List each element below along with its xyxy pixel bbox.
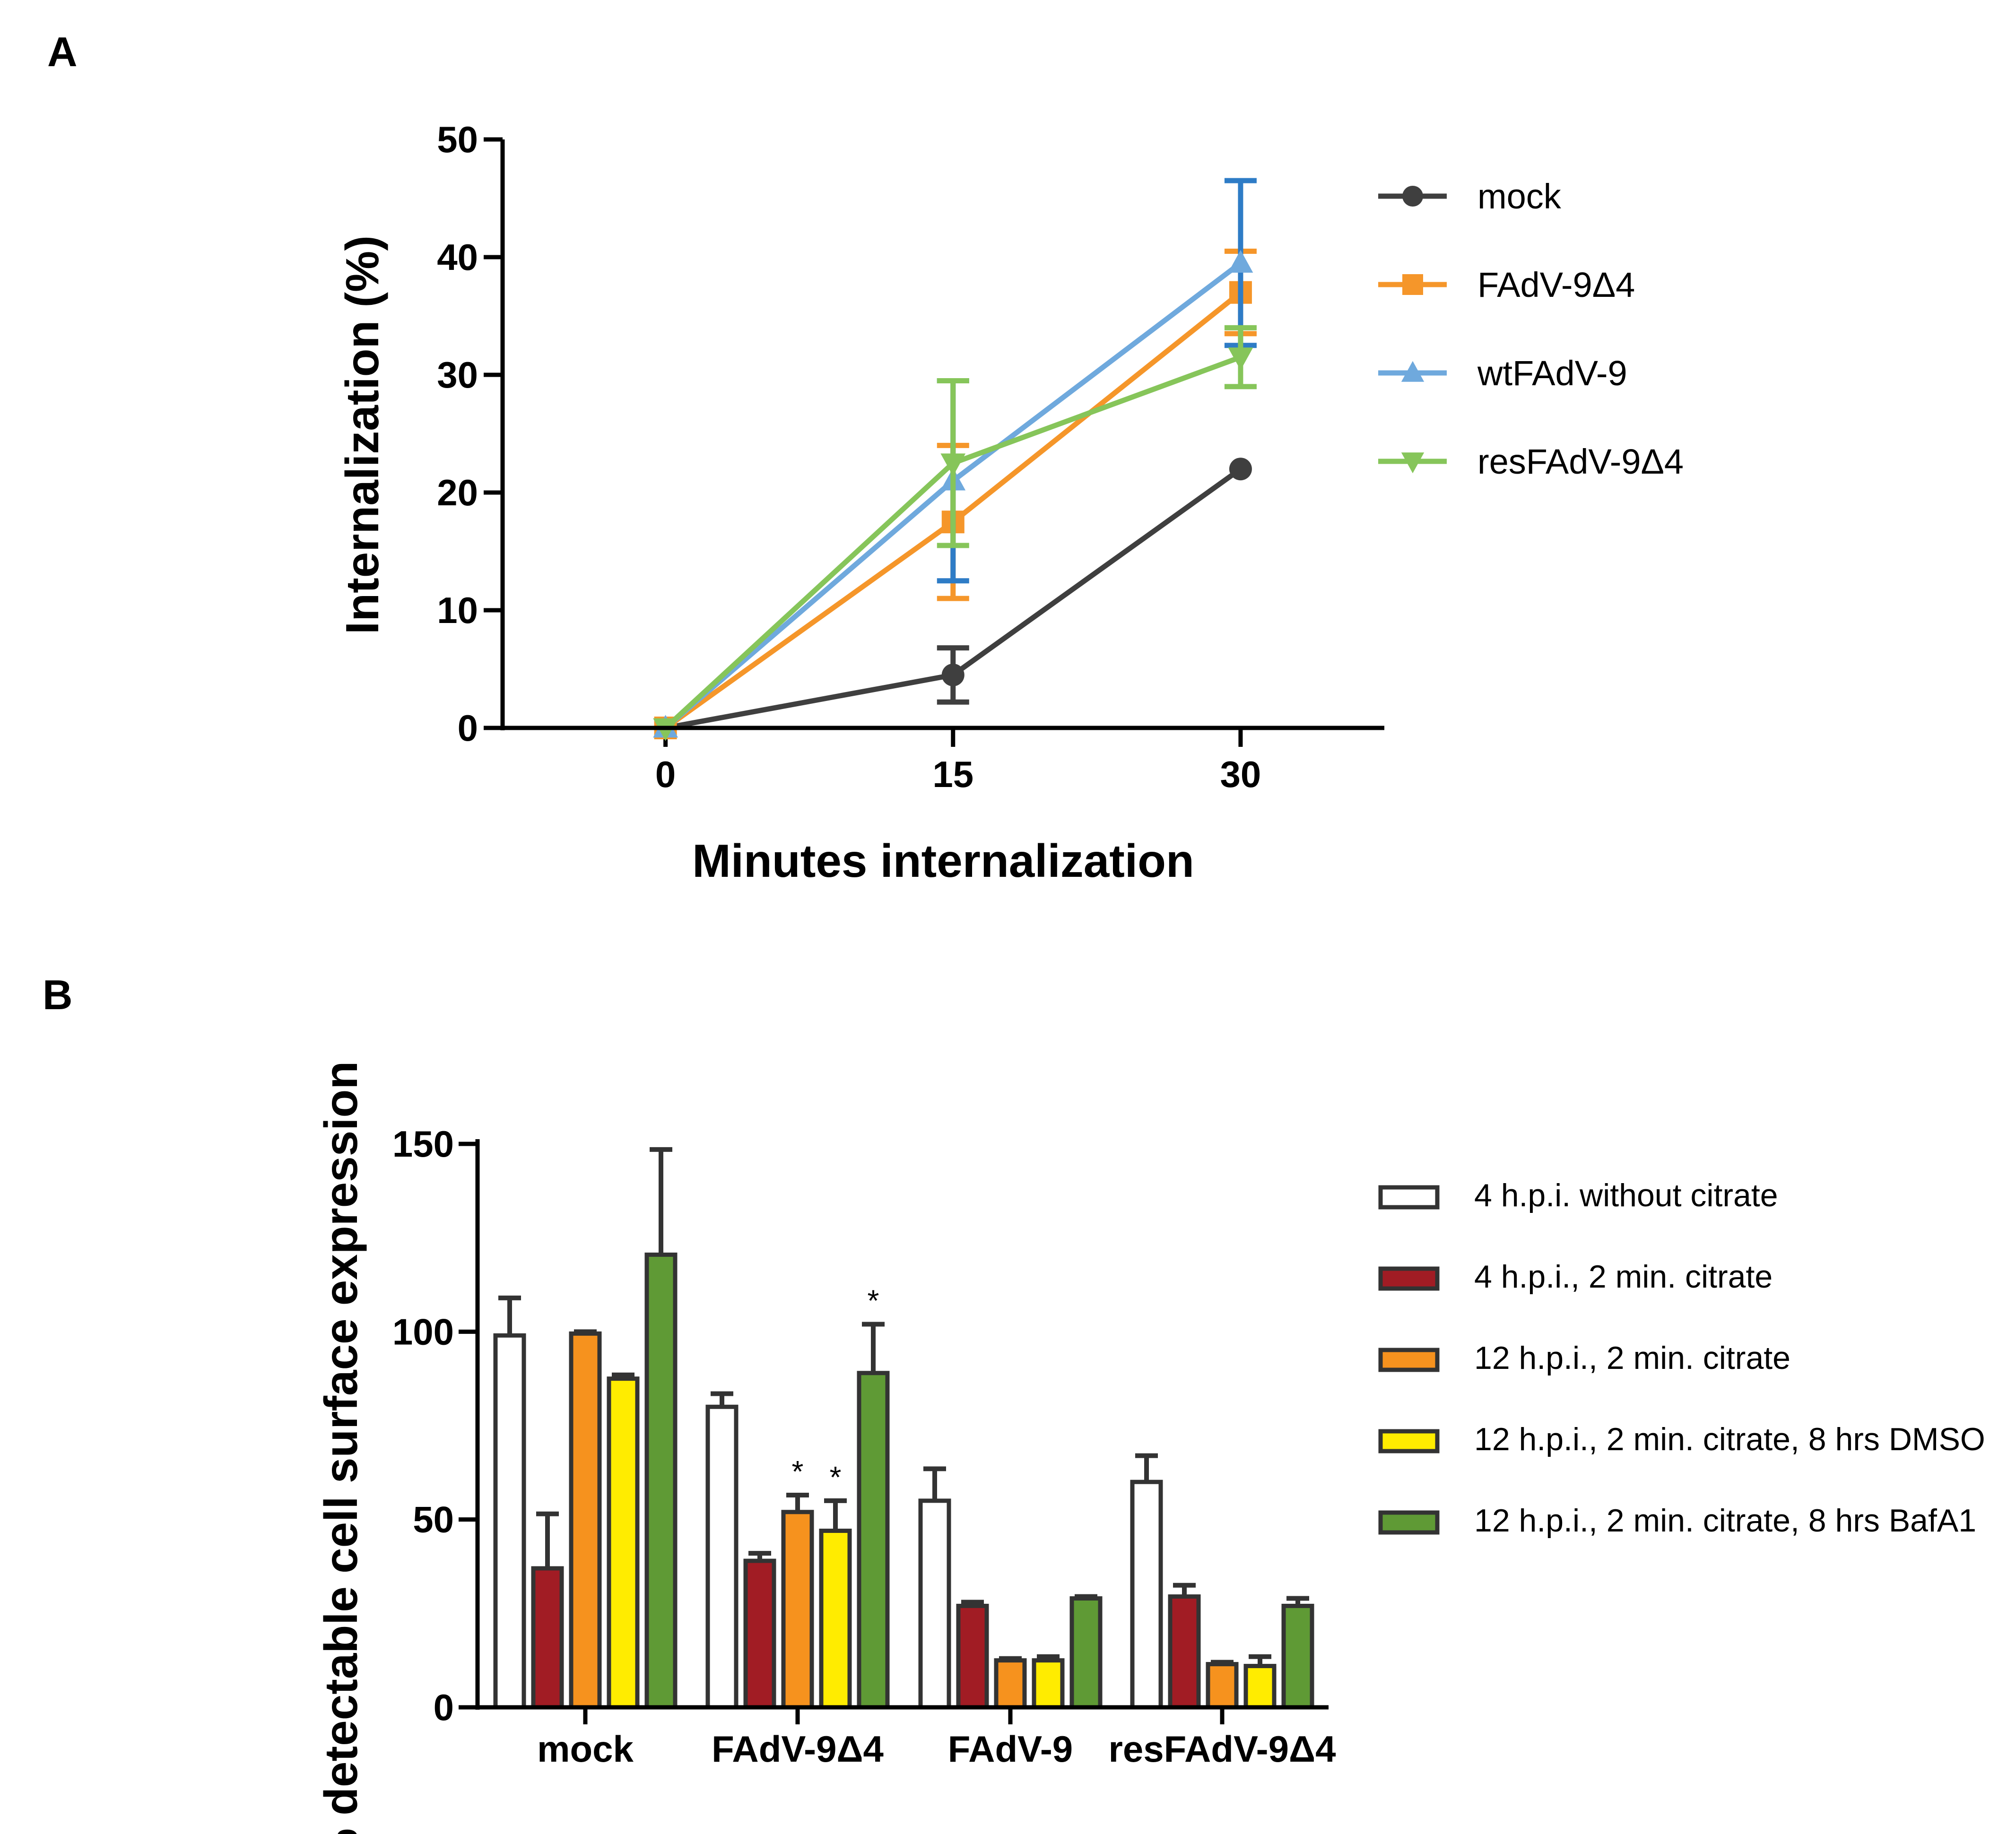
- chart-b-bar-12-h-p-i-2-min-citrate: [994, 1658, 1027, 1710]
- chart-b-significance-marker: *: [830, 1460, 842, 1494]
- chart-b-significance-marker: *: [868, 1283, 879, 1317]
- chart-a-y-tick-label: 20: [437, 472, 478, 513]
- chart-b-y-tick-label: 100: [392, 1311, 454, 1352]
- chart-a-legend: mock FAdV-9Δ4 wtFAdV-9 resFAdV-9Δ4: [1378, 177, 1684, 481]
- chart-a-x-tick-label: 0: [655, 753, 676, 795]
- chart-b-bar-12-h-p-i-2-min-citrate-8-hrs-dmso: [819, 1529, 852, 1710]
- chart-b-group-mock: [493, 1147, 678, 1710]
- chart-b-legend-item: 12 h.p.i., 2 min. citrate, 8 hrs BafA1: [1378, 1503, 1976, 1539]
- chart-a-point: [941, 663, 965, 686]
- chart-b-x-tick-label: resFAdV-9Δ4: [1109, 1728, 1336, 1770]
- chart-b-y-tick-label: 0: [434, 1687, 454, 1728]
- chart-b-bar-12-h-p-i-2-min-citrate-8-hrs-bafa1: [857, 1371, 890, 1710]
- chart-a-legend-item: resFAdV-9Δ4: [1378, 442, 1684, 481]
- chart-a-x-ticks: 0 15 30: [655, 728, 1261, 795]
- chart-b-group-fadv-9: [918, 1466, 1103, 1710]
- chart-b-bar-4-h-p-i-2-min-citrate: [1168, 1594, 1201, 1710]
- chart-a-legend-marker: [1402, 274, 1423, 295]
- chart-b-bar-12-h-p-i-2-min-citrate: [781, 1510, 814, 1710]
- chart-a-y-ticks: 0 10 20 30 40 50: [437, 119, 503, 749]
- chart-b-bar-12-h-p-i-2-min-citrate-8-hrs-dmso: [607, 1376, 640, 1710]
- chart-b-legend-label: 12 h.p.i., 2 min. citrate, 8 hrs BafA1: [1474, 1503, 1976, 1539]
- chart-b-bar-12-h-p-i-2-min-citrate-8-hrs-bafa1: [644, 1252, 678, 1710]
- chart-a-legend-item: FAdV-9Δ4: [1378, 265, 1635, 304]
- chart-b-bar-4-h-p-i-without-citrate: [705, 1404, 739, 1710]
- chart-a-y-axis-title: Internalization (%): [336, 235, 388, 634]
- chart-b-legend-label: 4 h.p.i. without citrate: [1474, 1177, 1778, 1213]
- chart-a-legend-label: FAdV-9Δ4: [1477, 265, 1635, 304]
- chart-b-x-tick-label: FAdV-9: [948, 1728, 1073, 1770]
- chart-b-x-ticks: mock FAdV-9Δ4 FAdV-9 resFAdV-9Δ4: [537, 1707, 1336, 1770]
- chart-a-x-tick-label: 30: [1220, 753, 1261, 795]
- chart-b-legend-item: 12 h.p.i., 2 min. citrate: [1378, 1340, 1790, 1376]
- chart-a-point: [1228, 347, 1253, 371]
- chart-b-bar-12-h-p-i-2-min-citrate-8-hrs-dmso: [1032, 1658, 1065, 1710]
- chart-b-legend-swatch: [1378, 1429, 1440, 1453]
- chart-b-legend: 4 h.p.i. without citrate 4 h.p.i., 2 min.…: [1378, 1177, 1985, 1539]
- chart-b-bar-12-h-p-i-2-min-citrate-8-hrs-bafa1: [1281, 1603, 1314, 1710]
- chart-b-legend-label: 12 h.p.i., 2 min. citrate, 8 hrs DMSO: [1474, 1421, 1985, 1457]
- chart-b-significance-marker: *: [792, 1454, 804, 1488]
- chart-a-point: [1229, 458, 1252, 481]
- chart-b-bar-12-h-p-i-2-min-citrate-8-hrs-dmso: [1243, 1664, 1277, 1710]
- chart-a-line-chart: 0 10 20 30 40 50 0 15 30 Minutes internalizatio…: [336, 119, 1684, 887]
- chart-b-legend-item: 12 h.p.i., 2 min. citrate, 8 hrs DMSO: [1378, 1421, 1985, 1457]
- chart-a-point: [940, 453, 966, 476]
- chart-b-x-tick-label: FAdV-9Δ4: [712, 1728, 884, 1770]
- chart-a-legend-label: wtFAdV-9: [1477, 354, 1627, 393]
- chart-a-series-resfadv-9-4: [653, 325, 1257, 741]
- chart-a-legend-item: mock: [1378, 177, 1562, 216]
- chart-b-bars: * * *: [493, 1147, 1314, 1710]
- panel-label-a: A: [47, 28, 78, 75]
- chart-a-legend-label: mock: [1477, 177, 1562, 216]
- chart-b-legend-swatch: [1378, 1266, 1440, 1291]
- panel-label-b: B: [43, 971, 73, 1018]
- chart-b-bar-12-h-p-i-2-min-citrate: [569, 1331, 602, 1710]
- chart-a-y-tick-label: 30: [437, 354, 478, 396]
- chart-b-bar-4-h-p-i-without-citrate: [918, 1498, 951, 1710]
- chart-b-legend-swatch: [1378, 1348, 1440, 1372]
- chart-b-y-tick-label: 50: [413, 1499, 454, 1540]
- chart-b-legend-swatch: [1378, 1185, 1440, 1210]
- chart-a-legend-item: wtFAdV-9: [1378, 354, 1627, 393]
- chart-a-y-tick-label: 50: [437, 119, 478, 160]
- chart-a-series: [653, 178, 1257, 741]
- chart-b-legend-item: 4 h.p.i., 2 min. citrate: [1378, 1259, 1773, 1295]
- chart-b-bar-12-h-p-i-2-min-citrate-8-hrs-bafa1: [1069, 1596, 1103, 1710]
- chart-b-bar-4-h-p-i-2-min-citrate: [743, 1558, 776, 1710]
- chart-b-group-fadv-9-4: * * *: [705, 1283, 890, 1710]
- chart-b-bar-chart: 0 50 100 150 * * * mock FAdV-9Δ4 FAdV-9 resFAdV-…: [315, 1061, 1985, 1834]
- chart-b-legend-swatch: [1378, 1510, 1440, 1535]
- chart-a-y-tick-label: 10: [437, 589, 478, 631]
- chart-b-legend-item: 4 h.p.i. without citrate: [1378, 1177, 1778, 1213]
- chart-b-y-tick-label: 150: [392, 1123, 454, 1165]
- chart-a-y-tick-label: 40: [437, 236, 478, 278]
- chart-a-legend-marker: [1401, 452, 1425, 474]
- chart-a-y-tick-label: 0: [458, 707, 478, 749]
- chart-b-legend-label: 4 h.p.i., 2 min. citrate: [1474, 1259, 1773, 1295]
- chart-a-x-axis-title: Minutes internalization: [692, 835, 1194, 887]
- chart-b-group-resfadv-9-4: [1130, 1453, 1314, 1710]
- chart-b-bar-4-h-p-i-without-citrate: [493, 1333, 526, 1710]
- chart-b-bar-12-h-p-i-2-min-citrate: [1206, 1662, 1239, 1710]
- chart-b-bar-4-h-p-i-without-citrate: [1130, 1479, 1163, 1710]
- chart-b-y-axis-title: % detectable cell surface expression: [315, 1061, 367, 1834]
- chart-b-y-ticks: 0 50 100 150: [392, 1123, 478, 1728]
- chart-a-point: [1228, 250, 1253, 273]
- chart-a-legend-marker: [1402, 186, 1423, 207]
- chart-b-x-tick-label: mock: [537, 1728, 634, 1770]
- chart-a-legend-label: resFAdV-9Δ4: [1477, 442, 1684, 481]
- chart-a-legend-marker: [1401, 361, 1425, 382]
- chart-a-x-tick-label: 15: [932, 753, 973, 795]
- chart-b-legend-label: 12 h.p.i., 2 min. citrate: [1474, 1340, 1790, 1376]
- chart-b-bar-4-h-p-i-2-min-citrate: [531, 1566, 564, 1710]
- chart-b-bar-4-h-p-i-2-min-citrate: [956, 1603, 989, 1710]
